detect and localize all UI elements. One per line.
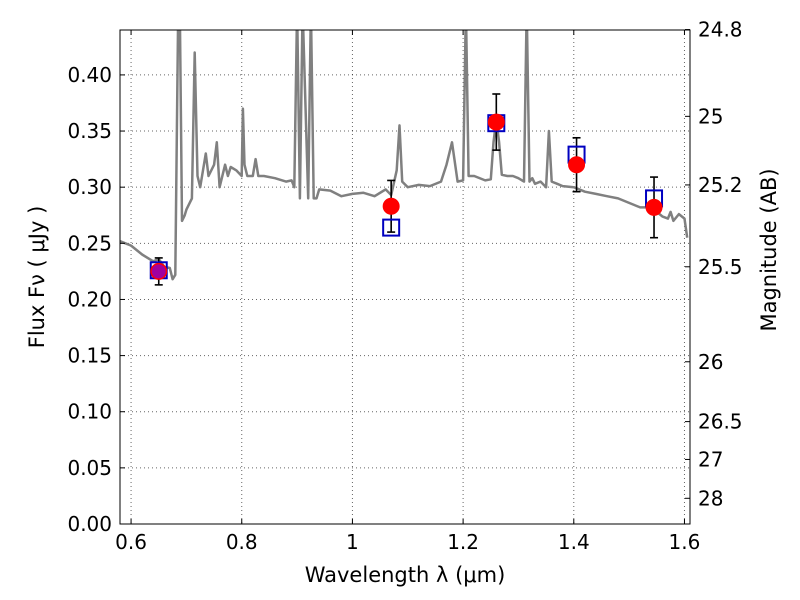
- y-tick-label: 0.20: [67, 287, 112, 311]
- y-tick-label: 0.10: [67, 400, 112, 424]
- y-tick-label: 0.30: [67, 175, 112, 199]
- x-axis-label: Wavelength λ (μm): [305, 563, 506, 587]
- x-tick-label: 1.4: [558, 530, 590, 554]
- x-tick-label: 1: [346, 530, 359, 554]
- x-tick-label: 1.2: [447, 530, 479, 554]
- x-tick-label: 0.8: [226, 530, 258, 554]
- y-tick-label: 0.35: [67, 119, 112, 143]
- model-spectrum-layer: [120, 30, 689, 281]
- model-square-marker: [382, 218, 401, 237]
- observed-point-marker: [568, 156, 586, 174]
- y-axis-label: Flux Fν ( μJy ): [25, 206, 49, 349]
- y2-tick-label: 25.5: [698, 255, 743, 279]
- y2-tick-label: 25.2: [698, 173, 743, 197]
- observed-point-marker: [382, 197, 400, 215]
- y-tick-label: 0.05: [67, 456, 112, 480]
- observed-point-marker: [645, 198, 663, 216]
- observed-point-marker-overlap: [151, 264, 166, 279]
- y2-tick-label: 26.5: [698, 410, 743, 434]
- spectrum-line: [120, 30, 689, 281]
- y-tick-label: 0.15: [67, 344, 112, 368]
- y-tick-label: 0.00: [67, 512, 112, 536]
- markers-layer: [149, 93, 664, 286]
- y2-tick-label: 28: [698, 486, 723, 510]
- y-tick-label: 0.40: [67, 63, 112, 87]
- y-tick-label: 0.25: [67, 231, 112, 255]
- ticks: 0.6 0.8 1 1.2 1.4 1.6 0.00 0.05 0.10 0.15 0.20 0.25…: [67, 18, 742, 554]
- y2-tick-label: 24.8: [698, 18, 743, 42]
- y2-tick-label: 26: [698, 350, 723, 374]
- y2-axis-label: Magnitude (AB): [757, 168, 781, 331]
- x-tick-label: 1.6: [669, 530, 701, 554]
- plot-frame: [119, 29, 691, 525]
- observed-point-marker: [487, 113, 505, 131]
- x-tick-label: 0.6: [115, 530, 147, 554]
- gridlines: [120, 30, 690, 525]
- y2-tick-label: 27: [698, 447, 723, 471]
- y2-tick-label: 25: [698, 104, 723, 128]
